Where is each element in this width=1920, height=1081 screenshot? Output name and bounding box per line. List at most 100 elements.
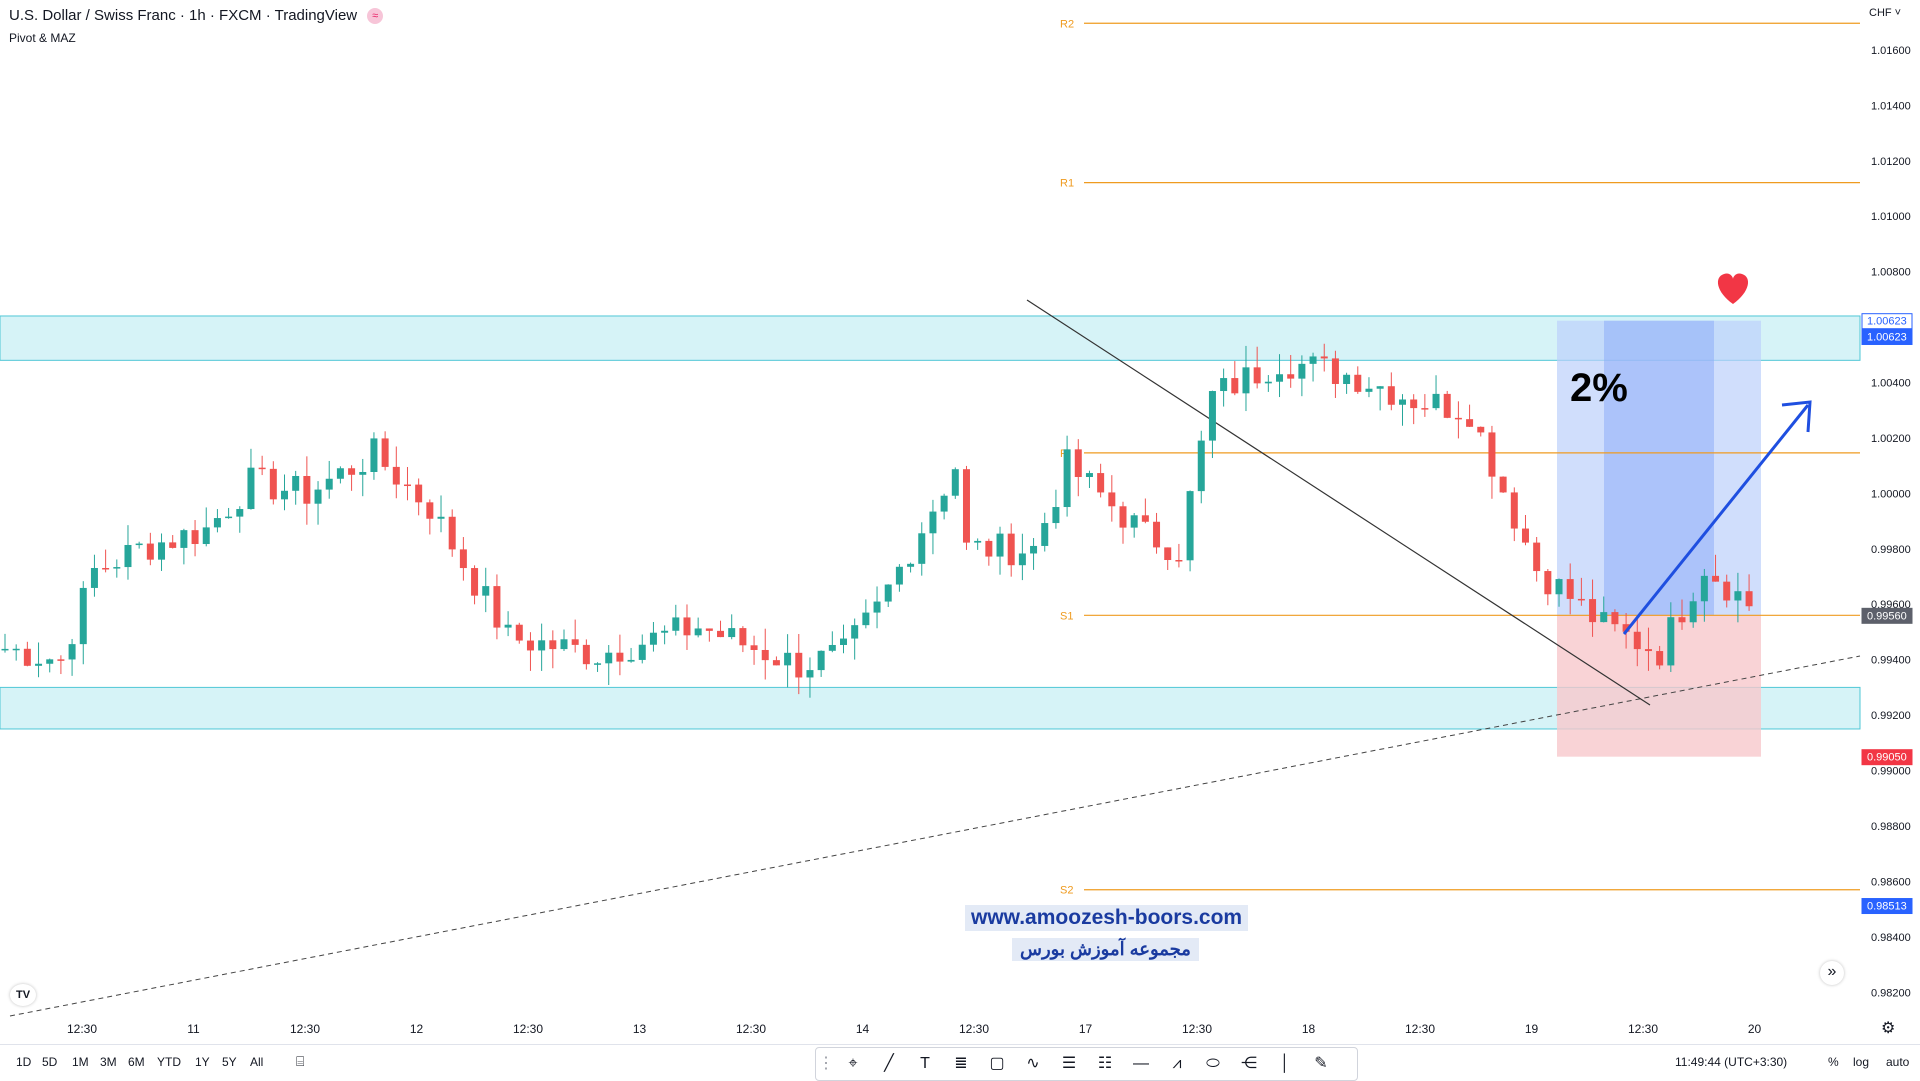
candle — [1253, 346, 1261, 389]
auto-toggle[interactable]: auto — [1886, 1055, 1910, 1069]
candle — [225, 507, 233, 519]
candle — [1488, 425, 1496, 499]
drag-handle-icon[interactable]: ⋮ — [818, 1055, 834, 1072]
rectangle-icon[interactable]: ▢ — [989, 1055, 1005, 1072]
candle — [795, 634, 803, 695]
candle — [1443, 390, 1451, 419]
trendline-icon[interactable]: ╱ — [884, 1055, 894, 1072]
candle — [1689, 592, 1697, 628]
position-percent-label: 2% — [1570, 366, 1628, 410]
clock-time[interactable]: 11:49:44 (UTC+3:30) — [1675, 1055, 1788, 1069]
candle — [448, 509, 456, 557]
candle — [739, 626, 747, 653]
range-3m-button[interactable]: 3M — [100, 1055, 117, 1069]
ellipse-icon[interactable]: ⬭ — [1206, 1055, 1220, 1072]
range-5y-button[interactable]: 5Y — [222, 1055, 237, 1069]
path-icon[interactable]: ⩘ — [1172, 1055, 1182, 1072]
marker-icon[interactable]: ⌖ — [848, 1055, 858, 1072]
target-zone-filled — [1604, 320, 1714, 616]
data-feed-icon[interactable]: ≈ — [367, 8, 384, 24]
candle — [1130, 513, 1138, 538]
vertical-line-icon[interactable]: │ — [1280, 1055, 1290, 1072]
candle — [381, 431, 389, 471]
candle — [471, 565, 479, 605]
candle — [851, 618, 859, 660]
candle — [974, 538, 982, 550]
candle — [940, 493, 948, 520]
candle — [1007, 523, 1015, 577]
range-6m-button[interactable]: 6M — [128, 1055, 145, 1069]
symbol-title[interactable]: U.S. Dollar / Swiss Franc · 1h · FXCM · … — [9, 7, 384, 24]
pivot-label-r1: R1 — [1060, 178, 1074, 190]
candle — [359, 458, 367, 497]
price-chart[interactable]: R2R1PS1S2 1.016001.014001.012001.010001.… — [0, 0, 1920, 1044]
candle — [1141, 498, 1149, 524]
candle — [1276, 354, 1284, 398]
candle — [1354, 366, 1362, 394]
percent-toggle[interactable]: % — [1828, 1055, 1839, 1069]
candle — [35, 642, 43, 678]
candle — [370, 432, 378, 480]
candle — [1521, 514, 1529, 546]
price-badge — [1861, 607, 1913, 624]
candle — [258, 455, 266, 476]
range-1d-button[interactable]: 1D — [16, 1055, 32, 1069]
fib-icon[interactable]: ≣ — [954, 1055, 968, 1072]
ray-icon[interactable]: ⋲ — [1241, 1055, 1257, 1072]
candle — [1734, 572, 1742, 623]
candle — [269, 461, 277, 505]
up-arrow[interactable] — [1622, 404, 1810, 635]
range-1y-button[interactable]: 1Y — [195, 1055, 210, 1069]
pitchfork-icon[interactable]: ☰ — [1061, 1055, 1077, 1072]
candle — [1667, 602, 1675, 672]
candle — [616, 634, 624, 676]
candle — [392, 446, 400, 499]
descending-trendline[interactable] — [1026, 299, 1651, 706]
sr-zone-0[interactable] — [0, 315, 1861, 361]
horizontal-line-icon[interactable]: — — [1133, 1055, 1149, 1072]
currency-selector[interactable]: CHF ˅ — [1869, 7, 1901, 19]
indicator-label[interactable]: Pivot & MAZ — [9, 31, 76, 45]
candle — [158, 533, 166, 571]
log-toggle[interactable]: log — [1853, 1055, 1870, 1069]
range-1m-button[interactable]: 1M — [72, 1055, 89, 1069]
candle — [504, 611, 512, 637]
range-all-button[interactable]: All — [250, 1055, 264, 1069]
sr-zone-1[interactable] — [0, 686, 1861, 730]
candle — [1097, 463, 1105, 498]
price-tick-label: 0.99200 — [1871, 710, 1911, 722]
text-icon[interactable]: T — [920, 1055, 930, 1072]
candle — [1589, 579, 1597, 637]
candle — [962, 465, 970, 550]
candle — [124, 525, 132, 580]
brush-icon[interactable]: ∿ — [1026, 1055, 1040, 1072]
candle — [1343, 372, 1351, 394]
candle — [57, 655, 65, 675]
chevron-down-icon: ˅ — [1891, 7, 1902, 19]
candle — [1421, 394, 1429, 417]
candle — [180, 528, 188, 565]
candle — [1712, 554, 1720, 582]
candle — [951, 467, 959, 499]
candle — [1600, 596, 1608, 623]
time-tick-label: 12:30 — [290, 1022, 320, 1036]
price-badge — [1861, 749, 1913, 766]
tradingview-logo-icon[interactable]: TV — [10, 984, 36, 1006]
date-range-icon[interactable]: ⌸ — [296, 1053, 305, 1069]
candle — [638, 634, 646, 664]
ascending-dashed-trendline[interactable] — [9, 655, 1861, 1017]
pen-icon[interactable]: ✎ — [1314, 1055, 1328, 1072]
scroll-to-latest-button[interactable]: » — [1820, 961, 1844, 985]
range-5d-button[interactable]: 5D — [42, 1055, 58, 1069]
price-tick-label: 1.00200 — [1871, 433, 1911, 445]
time-tick-label: 18 — [1302, 1022, 1316, 1036]
candle — [459, 537, 467, 581]
candle — [1298, 355, 1306, 397]
gear-icon[interactable]: ⚙ — [1881, 1020, 1896, 1037]
stop-zone[interactable] — [1557, 615, 1761, 757]
channel-icon[interactable]: ☷ — [1097, 1055, 1113, 1072]
candle — [1555, 578, 1563, 607]
candle — [1566, 563, 1574, 615]
range-ytd-button[interactable]: YTD — [157, 1055, 181, 1069]
candle — [1018, 533, 1026, 581]
